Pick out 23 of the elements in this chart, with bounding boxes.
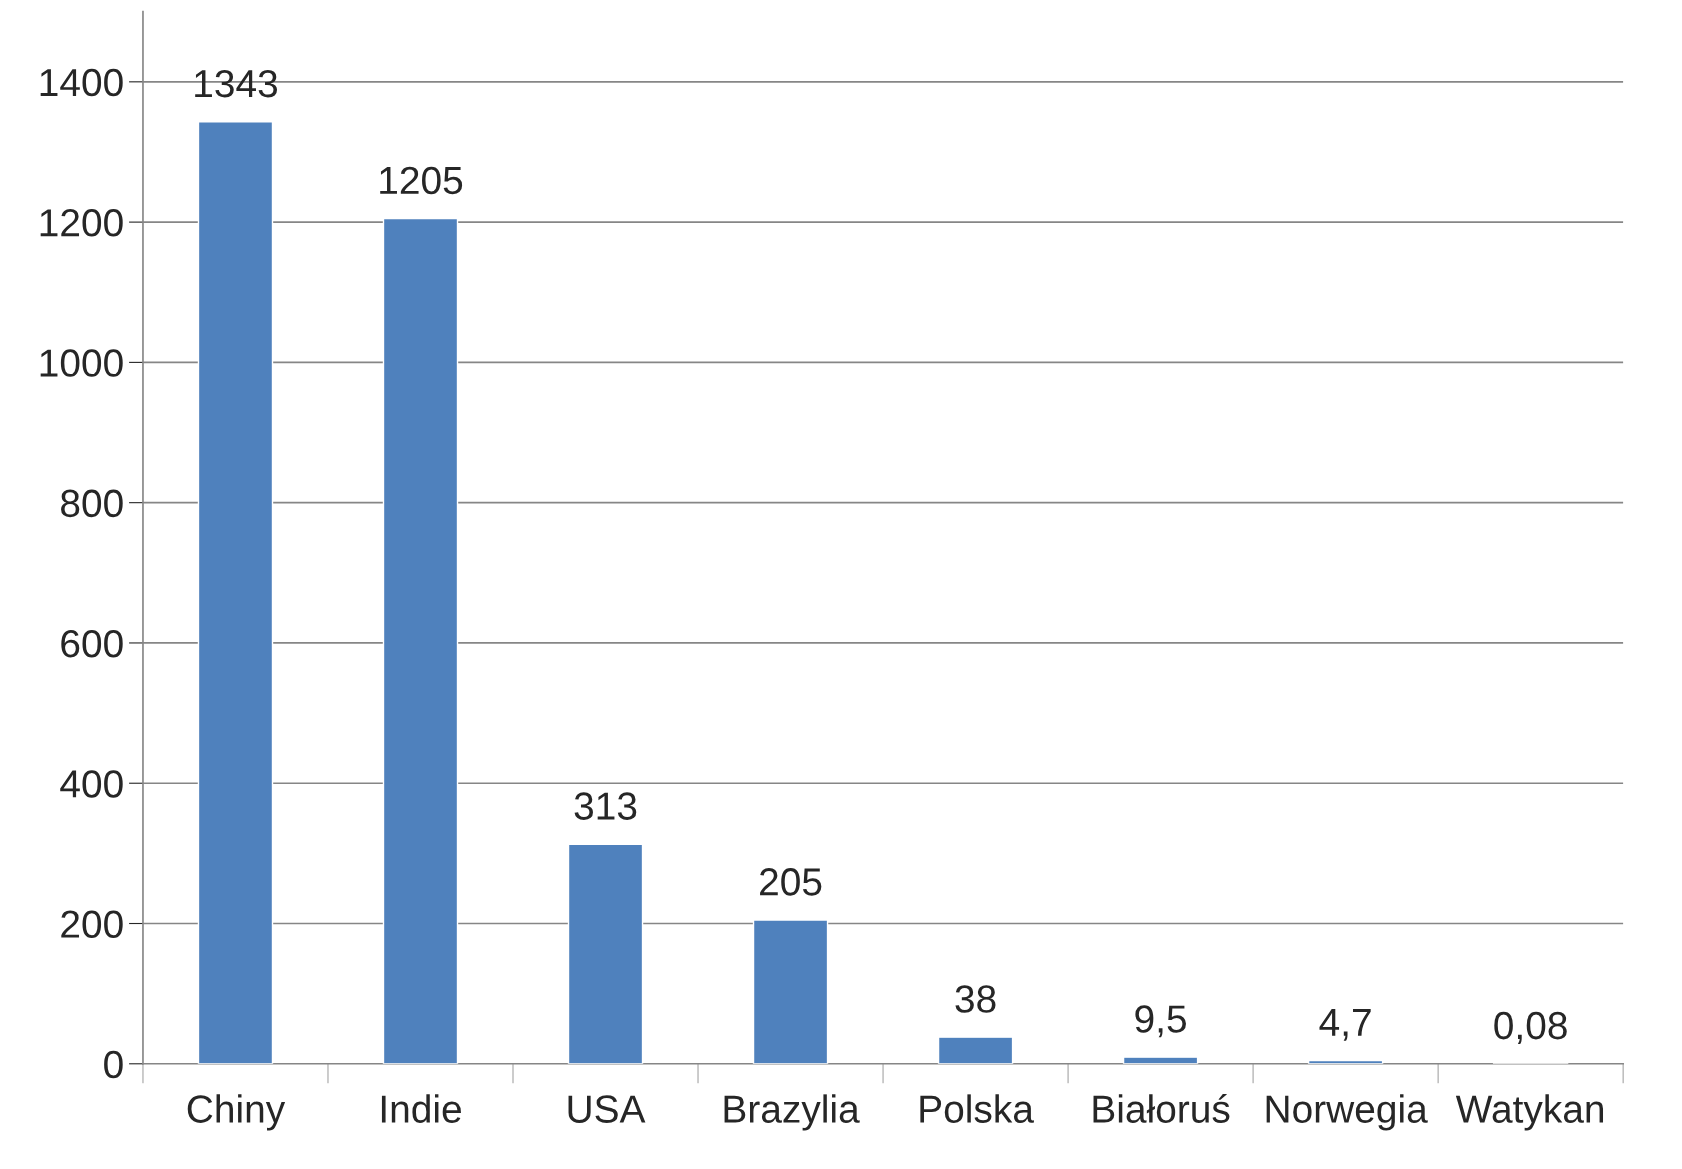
x-tick-label: Chiny bbox=[187, 1094, 286, 1131]
x-tick-label: Indie bbox=[381, 1094, 461, 1123]
y-tick-label: 0 bbox=[104, 1050, 123, 1079]
x-tick-label: USA bbox=[568, 1095, 646, 1123]
x-tick-label: Białoruś bbox=[1093, 1093, 1230, 1123]
y-tick-label: 1400 bbox=[40, 68, 123, 97]
x-tick-label: Brazylia bbox=[724, 1094, 860, 1131]
data-label: 4,7 bbox=[1319, 1009, 1371, 1041]
data-label: 205 bbox=[760, 868, 822, 896]
y-tick-label: 600 bbox=[61, 629, 123, 658]
y-tick-label: 1200 bbox=[40, 209, 123, 237]
x-tick-label: Polska bbox=[920, 1094, 1034, 1123]
data-label: 1205 bbox=[380, 166, 463, 195]
y-tick-label: 1000 bbox=[40, 349, 123, 377]
x-tick-label: Norwegia bbox=[1266, 1094, 1428, 1131]
data-label: 9,5 bbox=[1135, 1005, 1186, 1038]
y-tick-label: 400 bbox=[60, 770, 123, 798]
x-tick-label: Watykan bbox=[1455, 1094, 1604, 1131]
y-tick-label: 800 bbox=[61, 489, 123, 518]
y-tick-label: 200 bbox=[61, 910, 123, 938]
data-label: 0,08 bbox=[1494, 1011, 1567, 1044]
data-label: 38 bbox=[955, 985, 996, 1013]
data-label: 313 bbox=[574, 792, 637, 820]
